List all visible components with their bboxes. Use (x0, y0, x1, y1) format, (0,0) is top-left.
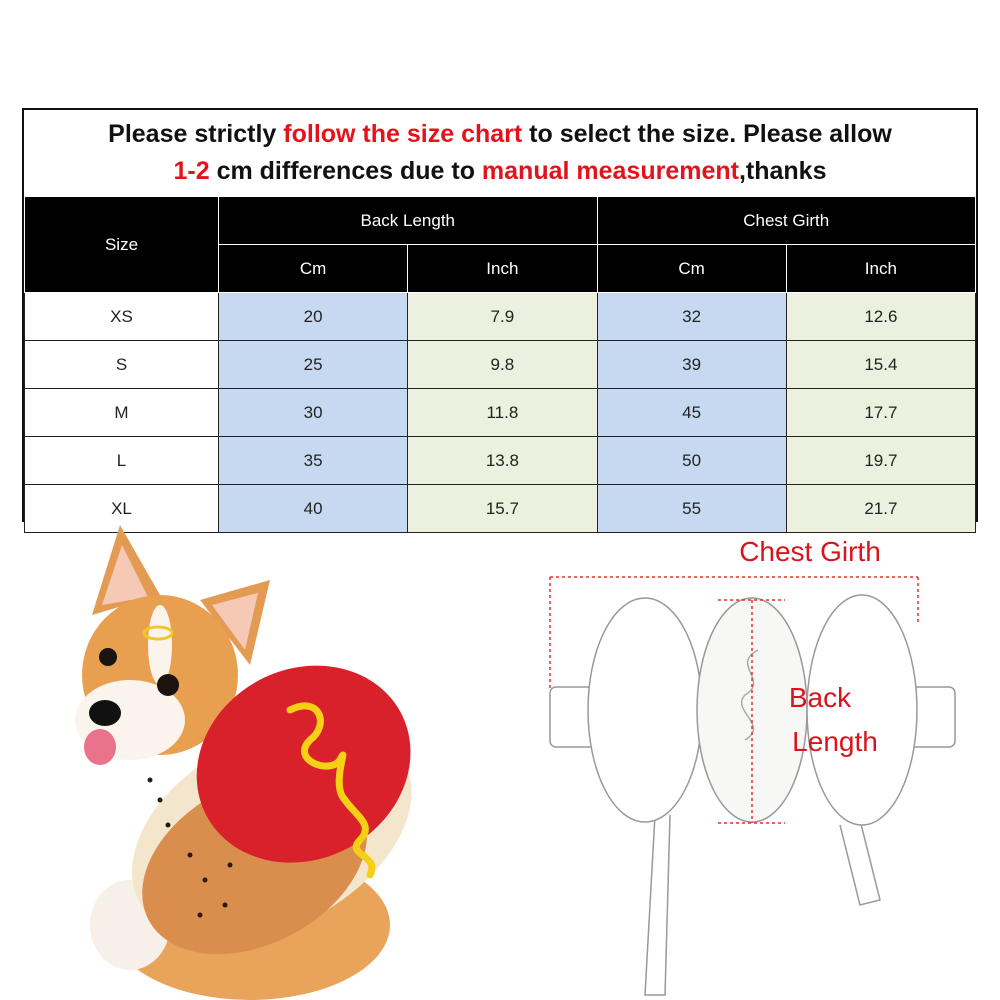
table-row: XL 40 15.7 55 21.7 (24, 484, 977, 533)
measure-cell: 20 (217, 292, 409, 341)
measure-cell: 9.8 (407, 340, 598, 389)
measure-cell: 50 (596, 436, 787, 485)
measure-cell: 21.7 (785, 484, 977, 533)
measure-cell: 55 (596, 484, 787, 533)
illustrations: Chest Girth Back Length (75, 525, 956, 1000)
measure-cell: 15.7 (407, 484, 598, 533)
measure-cell: 30 (217, 388, 409, 437)
size-cell: S (24, 340, 219, 389)
dog-photo (75, 525, 412, 1000)
notice-line: 1-2 cm differences due to manual measure… (173, 153, 826, 190)
measure-cell: 25 (217, 340, 409, 389)
measure-cell: 39 (596, 340, 787, 389)
group-header: Chest Girth (596, 196, 976, 245)
size-cell: M (24, 388, 219, 437)
notice-segment: ,thanks (738, 157, 827, 185)
size-header: Size (24, 196, 219, 293)
unit-header: Inch (407, 244, 598, 293)
measure-cell: 35 (217, 436, 409, 485)
table-row: XS 20 7.9 32 12.6 (24, 292, 977, 341)
notice-segment: manual measurement (481, 157, 739, 185)
measure-cell: 13.8 (407, 436, 598, 485)
table-header: Size Back Length Chest Girth Cm Inch Cm … (24, 196, 977, 293)
size-cell: L (24, 436, 219, 485)
notice-segment: 1-2 (173, 157, 210, 185)
notice: Please strictly follow the size chart to… (24, 110, 976, 196)
measure-cell: 19.7 (785, 436, 977, 485)
unit-header: Cm (596, 244, 787, 293)
notice-segment: to select the size. Please allow (522, 120, 892, 148)
measure-cell: 12.6 (785, 292, 977, 341)
group-header: Back Length (218, 196, 598, 245)
table-row: L 35 13.8 50 19.7 (24, 436, 977, 485)
size-cell: XL (24, 484, 219, 533)
back-length-label: Back (789, 682, 852, 713)
measure-cell: 11.8 (407, 388, 598, 437)
unit-header: Inch (785, 244, 977, 293)
back-length-label: Length (792, 726, 878, 757)
chest-girth-label: Chest Girth (739, 536, 881, 567)
measure-cell: 7.9 (407, 292, 598, 341)
notice-segment: cm differences due to (209, 157, 482, 185)
measure-cell: 32 (596, 292, 787, 341)
notice-segment: follow the size chart (283, 120, 523, 148)
table-row: S 25 9.8 39 15.4 (24, 340, 977, 389)
measure-cell: 45 (596, 388, 787, 437)
size-cell: XS (24, 292, 219, 341)
table-row: M 30 11.8 45 17.7 (24, 388, 977, 437)
measure-cell: 15.4 (785, 340, 977, 389)
unit-header: Cm (217, 244, 409, 293)
notice-segment: Please strictly (108, 120, 284, 148)
table-body: XS 20 7.9 32 12.6 S 25 9.8 39 15.4 M 30 11.8 45 17.7 L 3… (24, 292, 977, 533)
size-chart: Please strictly follow the size chart to… (22, 108, 978, 533)
size-table: Size Back Length Chest Girth Cm Inch Cm … (24, 196, 977, 533)
costume-diagram (549, 576, 956, 996)
notice-line: Please strictly follow the size chart to… (108, 116, 892, 153)
measure-cell: 17.7 (785, 388, 977, 437)
